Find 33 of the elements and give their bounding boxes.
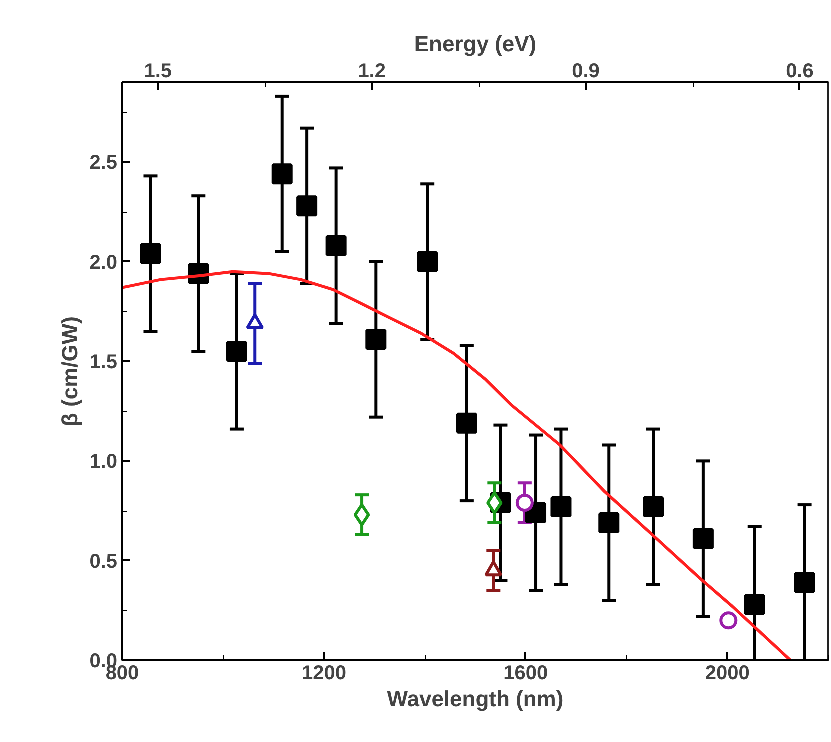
point (744, 594, 766, 616)
point (296, 196, 318, 217)
point (417, 251, 438, 272)
x2-axis-title: Energy (eV) (414, 32, 537, 56)
point (720, 612, 738, 630)
point (366, 329, 387, 350)
x2-tick-label: 0.6 (786, 60, 814, 82)
x2-tick-label: 1.5 (144, 60, 172, 82)
point (486, 492, 503, 515)
x-tick-label: 1600 (504, 662, 548, 684)
point (643, 496, 664, 518)
point (272, 164, 293, 185)
point (456, 412, 478, 434)
point (140, 243, 162, 264)
y-tick-label: 2.0 (90, 252, 118, 274)
y-tick-label: 1.5 (90, 352, 118, 374)
point (598, 512, 620, 534)
y-tick-label: 2.5 (90, 152, 118, 174)
x-tick-label: 1200 (302, 662, 346, 684)
x2-tick-label: 0.9 (572, 60, 600, 82)
y-tick-label: 1.0 (90, 451, 118, 474)
point (692, 528, 714, 550)
point (226, 341, 248, 362)
x-tick-label: 2000 (705, 662, 750, 684)
x-axis-title: Wavelength (nm) (387, 686, 564, 712)
x2-tick-label: 1.2 (358, 60, 386, 82)
point (354, 504, 370, 527)
y-tick-label: 0.5 (90, 550, 118, 573)
point (794, 572, 816, 594)
point (550, 496, 572, 518)
point (326, 235, 347, 256)
y-axis-title: β (cm/GW) (58, 316, 83, 426)
point (516, 494, 534, 512)
